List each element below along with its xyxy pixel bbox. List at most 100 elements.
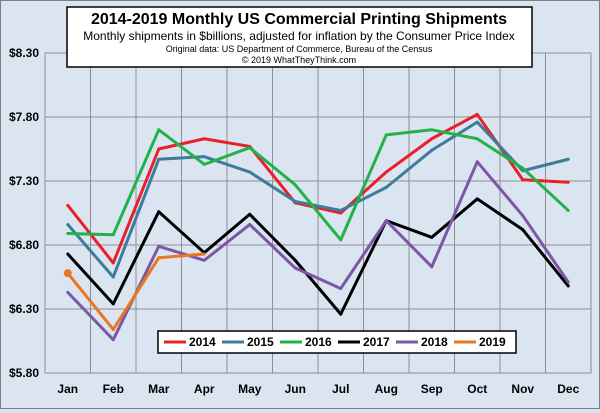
data-point: [66, 223, 70, 227]
x-tick-label: Sep: [421, 382, 443, 396]
data-point: [430, 137, 434, 141]
legend-box: [157, 330, 517, 354]
data-point: [339, 211, 343, 215]
data-point: [430, 148, 434, 152]
data-point: [384, 219, 388, 223]
x-tick-label: Jul: [332, 382, 349, 396]
data-point: [248, 223, 252, 227]
data-point: [248, 170, 252, 174]
data-point: [384, 185, 388, 189]
y-tick-label: $7.30: [9, 174, 39, 188]
data-point: [475, 160, 479, 164]
legend-label-2018: 2018: [421, 335, 448, 349]
series-line-2014: [66, 112, 569, 265]
chart-copyright: © 2019 WhatTheyThink.com: [242, 55, 356, 65]
data-point: [157, 244, 161, 248]
chart-title: 2014-2019 Monthly US Commercial Printing…: [91, 11, 507, 28]
data-point: [111, 233, 115, 237]
legend-label-2014: 2014: [189, 335, 216, 349]
data-point: [430, 235, 434, 239]
legend: 2014 2015 2016 2017 2018 2019: [164, 335, 506, 349]
data-point: [202, 252, 206, 256]
data-point: [111, 275, 115, 279]
data-point: [157, 157, 161, 161]
data-point: [111, 261, 115, 265]
series-line-2015: [66, 120, 569, 279]
data-point: [475, 112, 479, 116]
x-tick-label: Apr: [194, 382, 215, 396]
data-point: [384, 133, 388, 137]
data-point: [521, 228, 525, 232]
data-point: [157, 147, 161, 151]
y-tick-label: $6.30: [9, 302, 39, 316]
data-point: [66, 252, 70, 256]
x-tick-label: Aug: [375, 382, 398, 396]
series-lines: [63, 112, 570, 342]
x-tick-label: Feb: [103, 382, 124, 396]
series-line-2016: [67, 128, 570, 242]
data-point: [521, 178, 525, 182]
legend-label-2019: 2019: [479, 335, 506, 349]
data-point: [248, 212, 252, 216]
data-point: [521, 166, 525, 170]
x-tick-label: Jan: [57, 382, 78, 396]
x-axis-ticks: Jan Feb Mar Apr May Jun Jul Aug Sep Oct Nov Dec: [57, 382, 579, 396]
data-point: [339, 312, 343, 316]
data-point: [111, 327, 115, 331]
series-line-2019: [66, 252, 205, 331]
x-tick-label: Dec: [557, 382, 579, 396]
data-point: [384, 170, 388, 174]
data-point: [430, 265, 434, 269]
data-point: [339, 287, 343, 291]
data-point: [66, 203, 70, 207]
x-tick-label: Oct: [467, 382, 487, 396]
data-point: [566, 180, 570, 184]
data-point: [475, 197, 479, 201]
chart-subtitle: Monthly shipments in $billions, adjusted…: [83, 29, 515, 43]
legend-label-2016: 2016: [305, 335, 332, 349]
x-tick-label: Nov: [511, 382, 534, 396]
data-point: [202, 162, 206, 166]
data-point: [293, 183, 297, 187]
data-point: [157, 256, 161, 260]
data-point: [566, 208, 570, 212]
data-point: [566, 284, 570, 288]
y-tick-label: $7.80: [9, 110, 39, 124]
data-point: [157, 128, 161, 132]
data-point: [339, 238, 343, 242]
data-point: [111, 302, 115, 306]
data-point: [63, 269, 72, 278]
data-point: [566, 157, 570, 161]
data-point: [475, 137, 479, 141]
data-point: [66, 290, 70, 294]
series-line-2018: [66, 160, 570, 342]
data-point: [566, 280, 570, 284]
data-point: [475, 120, 479, 124]
data-point: [293, 199, 297, 203]
series-line-2017: [66, 197, 570, 316]
y-axis-ticks: $5.80 $6.30 $6.80 $7.30 $7.80 $8.30: [9, 46, 39, 380]
data-point: [430, 128, 434, 132]
legend-label-2017: 2017: [363, 335, 390, 349]
data-point: [202, 258, 206, 262]
y-tick-label: $6.80: [9, 238, 39, 252]
title-box: [66, 6, 533, 68]
y-tick-label: $8.30: [9, 46, 39, 60]
data-point: [202, 155, 206, 159]
data-point: [521, 214, 525, 218]
data-point: [293, 266, 297, 270]
x-tick-label: Jun: [285, 382, 306, 396]
data-point: [157, 210, 161, 214]
legend-label-2015: 2015: [247, 335, 274, 349]
y-tick-label: $5.80: [9, 366, 39, 380]
chart-source: Original data: US Department of Commerce…: [166, 44, 433, 54]
x-tick-label: May: [238, 382, 262, 396]
data-point: [66, 231, 70, 235]
data-point: [202, 137, 206, 141]
data-point: [111, 338, 115, 342]
x-tick-label: Mar: [148, 382, 170, 396]
data-point: [339, 208, 343, 212]
data-point: [293, 258, 297, 262]
